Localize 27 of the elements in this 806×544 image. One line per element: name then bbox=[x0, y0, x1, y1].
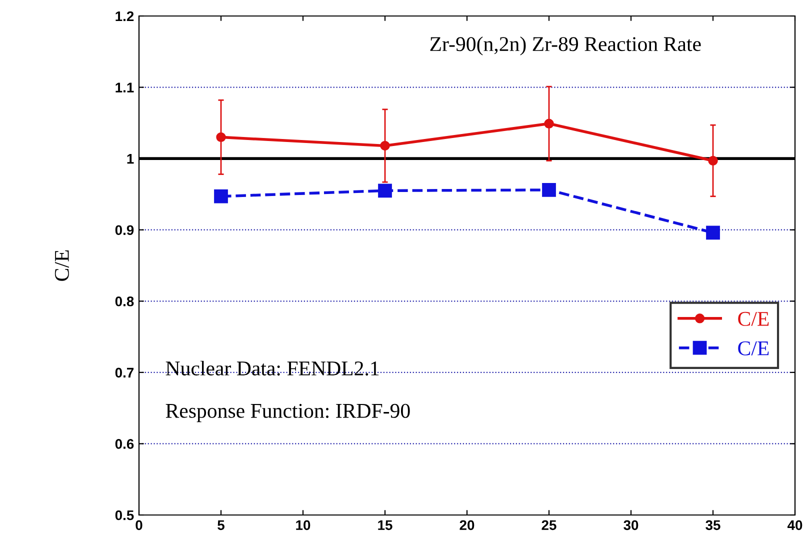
x-tick-label: 10 bbox=[296, 520, 310, 530]
x-tick-label: 5 bbox=[218, 520, 224, 530]
x-tick-label: 35 bbox=[706, 520, 720, 530]
x-tick-label: 20 bbox=[460, 520, 474, 530]
point bbox=[214, 189, 228, 204]
y-axis-title: C/E bbox=[54, 250, 69, 281]
point bbox=[542, 182, 556, 197]
annotation: Response Function: IRDF-90 bbox=[166, 404, 410, 422]
x-tick-label: 30 bbox=[624, 520, 638, 530]
x-tick-label: 0 bbox=[136, 520, 142, 530]
text: Zr-90(n,2n) Zr-89 Reaction Rate bbox=[430, 36, 701, 56]
y-tick-label: 0.8 bbox=[115, 296, 134, 306]
y-tick-label: 0.6 bbox=[115, 439, 134, 449]
y-tick-label: 1.1 bbox=[116, 82, 134, 92]
legend-label: C/E bbox=[738, 312, 769, 326]
y-tick-label: 1 bbox=[127, 154, 134, 164]
x-tick-label: 25 bbox=[542, 520, 556, 530]
y-tick-label: 0.7 bbox=[115, 368, 134, 378]
point bbox=[706, 226, 720, 240]
x-tick-label: 15 bbox=[378, 520, 392, 530]
y-tick-label: 0.9 bbox=[115, 225, 134, 236]
annotation: Nuclear Data: FENDL2.1 bbox=[166, 360, 379, 376]
x-tick-label: 40 bbox=[787, 520, 802, 530]
y-tick-label: 0.5 bbox=[115, 510, 134, 520]
legend-label: C/E bbox=[738, 341, 769, 356]
y-tick-label: 1.2 bbox=[116, 11, 134, 22]
point bbox=[378, 184, 392, 198]
